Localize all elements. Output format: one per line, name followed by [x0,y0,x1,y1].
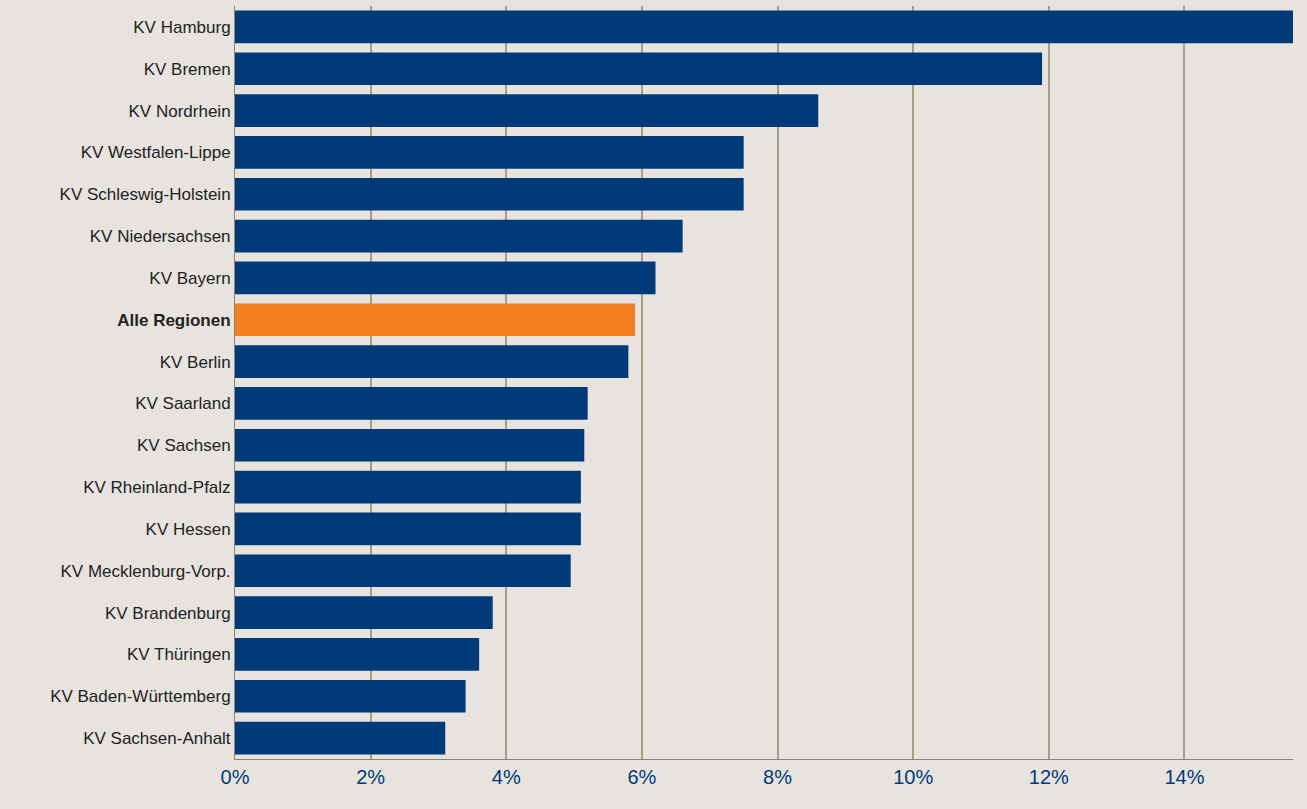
svg-text:0%: 0% [221,766,250,788]
svg-text:4%: 4% [492,766,521,788]
svg-text:KV Sachsen-Anhalt: KV Sachsen-Anhalt [83,729,231,748]
svg-text:KV Saarland: KV Saarland [135,394,230,413]
svg-text:KV Hessen: KV Hessen [146,520,231,539]
svg-text:KV Bayern: KV Bayern [149,269,230,288]
svg-text:KV Westfalen-Lippe: KV Westfalen-Lippe [81,143,231,162]
svg-text:KV Baden-Württemberg: KV Baden-Württemberg [50,687,230,706]
svg-text:Alle Regionen: Alle Regionen [117,311,230,330]
svg-text:8%: 8% [763,766,792,788]
svg-text:KV Rheinland-Pfalz: KV Rheinland-Pfalz [83,478,230,497]
svg-text:2%: 2% [356,766,385,788]
svg-text:KV Brandenburg: KV Brandenburg [105,604,231,623]
svg-text:KV Sachsen: KV Sachsen [137,436,231,455]
svg-text:10%: 10% [893,766,933,788]
svg-text:KV Hamburg: KV Hamburg [133,18,230,37]
svg-text:KV Niedersachsen: KV Niedersachsen [90,227,231,246]
svg-text:KV Thüringen: KV Thüringen [127,645,231,664]
svg-text:KV Nordrhein: KV Nordrhein [129,102,231,121]
svg-text:KV Bremen: KV Bremen [144,60,231,79]
svg-text:KV Berlin: KV Berlin [160,353,231,372]
svg-text:14%: 14% [1164,766,1204,788]
svg-text:6%: 6% [627,766,656,788]
svg-text:12%: 12% [1029,766,1069,788]
svg-text:KV Mecklenburg-Vorp.: KV Mecklenburg-Vorp. [61,562,231,581]
svg-text:KV Schleswig-Holstein: KV Schleswig-Holstein [60,185,231,204]
